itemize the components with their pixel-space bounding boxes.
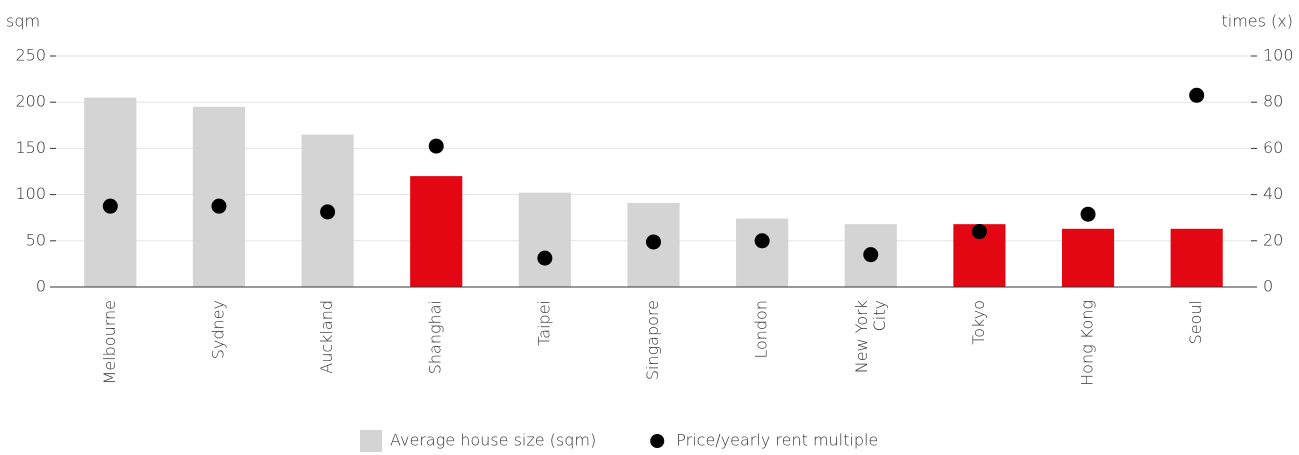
dot [1080, 206, 1096, 222]
legend-swatch [360, 430, 382, 452]
bar [84, 97, 137, 287]
bar [410, 176, 463, 287]
dot [211, 198, 227, 214]
dot [646, 234, 661, 250]
dot [863, 247, 879, 263]
legend-label: Average house size (sqm) [390, 431, 596, 450]
bar [736, 218, 789, 287]
x-tick-label: Auckland [317, 300, 336, 374]
y-tick-label: 250 [15, 46, 46, 65]
y2-tick-label: 80 [1263, 92, 1283, 111]
x-tick-label: Taipei [534, 300, 553, 346]
y-tick-label: 50 [26, 230, 46, 249]
bar [192, 106, 246, 287]
bar [1170, 228, 1223, 287]
x-tick-label: Melbourne [100, 300, 119, 384]
dot [102, 198, 118, 214]
dot [1189, 87, 1205, 103]
y-tick-label: 150 [15, 138, 46, 157]
x-tick-label: Hong Kong [1078, 300, 1097, 386]
dot [537, 250, 553, 266]
y-tick-label: 0 [36, 277, 46, 296]
legend-swatch [650, 434, 665, 448]
y2-tick-label: 40 [1263, 184, 1283, 203]
legend-label: Price/yearly rent multiple [676, 431, 878, 450]
y-tick-label: 200 [15, 92, 46, 111]
x-tick-label: Shanghai [426, 300, 445, 374]
x-tick-label: Sydney [208, 300, 227, 359]
bar [518, 192, 571, 287]
x-tick-label: Seoul [1186, 300, 1205, 344]
dot [428, 138, 444, 154]
y-tick-label: 100 [15, 184, 46, 203]
y2-tick-label: 60 [1263, 138, 1283, 157]
y2-tick-label: 0 [1263, 277, 1273, 296]
dot [754, 233, 770, 249]
y2-tick-label: 20 [1263, 230, 1283, 249]
dot [320, 204, 336, 220]
x-tick-label: London [752, 300, 771, 359]
dot [971, 224, 987, 240]
y2-axis-label: times (x) [1221, 12, 1293, 31]
bar [1061, 228, 1115, 287]
x-tick-label: New YorkCity [851, 300, 888, 373]
y-axis-label: sqm [6, 12, 40, 31]
x-tick-label: Singapore [643, 300, 662, 380]
y2-tick-label: 100 [1263, 46, 1294, 65]
x-tick-label: Tokyo [969, 300, 988, 345]
